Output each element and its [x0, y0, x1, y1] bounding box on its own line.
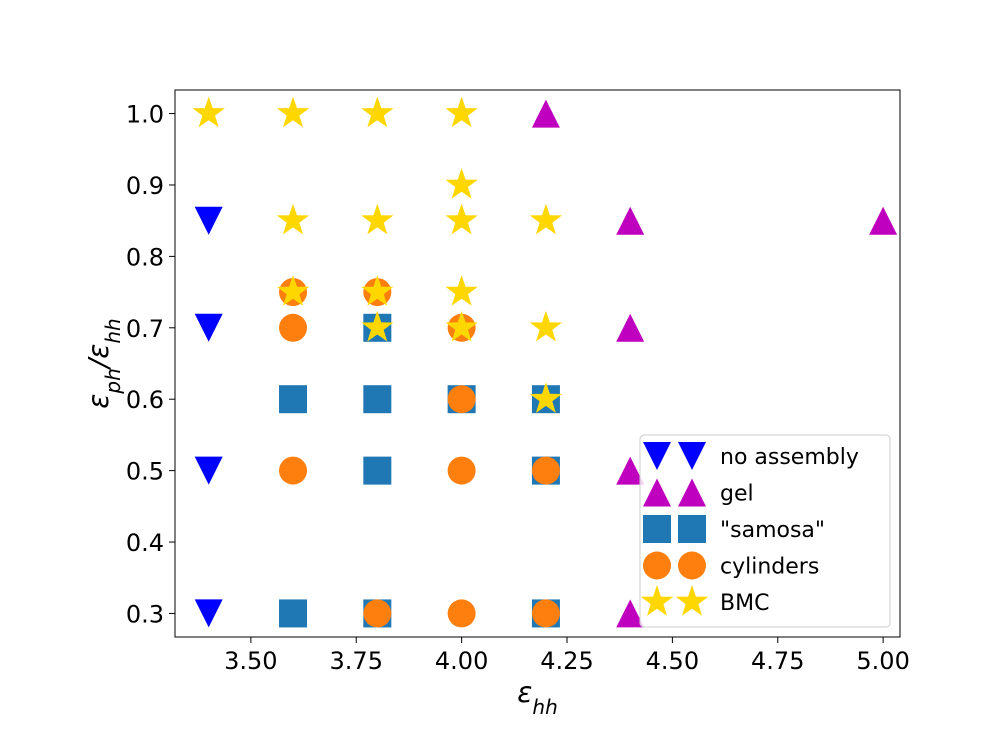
point-series2-5 — [363, 456, 392, 485]
legend: no assembly gel "samosa" cylinders BMC — [639, 434, 891, 628]
point-series1-3 — [616, 313, 645, 342]
y-tick-label: 0.4 — [126, 529, 164, 557]
axis-labels: εhh εph/εhh — [82, 318, 558, 719]
legend-marker-3a — [643, 551, 671, 580]
point-series0-1 — [194, 313, 223, 342]
legend-label: BMC — [720, 591, 769, 616]
x-tick-label: 4.25 — [540, 647, 593, 675]
x-tick-label: 3.50 — [224, 647, 277, 675]
point-series0-3 — [194, 599, 223, 628]
x-tick-label: 3.75 — [330, 647, 383, 675]
point-series4-2 — [361, 96, 394, 128]
plot-marks — [192, 96, 898, 628]
legend-label: cylinders — [720, 555, 819, 580]
point-series1-2 — [869, 206, 898, 235]
legend-marker-0b — [678, 442, 706, 470]
y-tick-label: 0.7 — [126, 315, 164, 343]
point-series4-13 — [445, 310, 478, 342]
point-series2-7 — [279, 599, 308, 628]
point-series3-8 — [363, 599, 392, 628]
x-tick-label: 5.00 — [856, 647, 909, 675]
y-tick-label: 0.3 — [126, 600, 164, 628]
y-tick-label: 0.5 — [126, 458, 164, 486]
point-series4-6 — [361, 203, 394, 235]
point-series4-8 — [529, 203, 563, 235]
legend-marker-2b — [678, 515, 706, 543]
x-axis: 3.50 3.75 4.00 4.25 4.50 4.75 5.00 — [224, 637, 910, 675]
point-series3-2 — [279, 313, 308, 342]
point-series4-11 — [445, 275, 478, 306]
point-series4-15 — [529, 382, 563, 413]
point-series0-2 — [194, 456, 223, 485]
legend-marker-0a — [643, 442, 671, 470]
point-series1-5 — [616, 599, 645, 628]
x-axis-label: εhh — [517, 676, 558, 719]
legend-marker-4a — [640, 585, 674, 616]
legend-label: no assembly — [720, 445, 859, 470]
legend-marker-3b — [678, 551, 706, 580]
point-series3-6 — [447, 456, 476, 485]
x-tick-label: 4.75 — [751, 647, 804, 675]
point-series4-9 — [276, 275, 310, 306]
point-series4-4 — [445, 168, 478, 199]
legend-label: gel — [720, 482, 754, 507]
point-series4-3 — [445, 96, 478, 128]
legend-marker-1b — [678, 478, 706, 507]
point-series4-12 — [361, 310, 394, 342]
point-series2-2 — [363, 385, 392, 414]
legend-label: "samosa" — [720, 518, 825, 543]
point-series4-7 — [445, 203, 478, 235]
point-series2-1 — [279, 385, 308, 414]
y-tick-label: 0.6 — [126, 386, 164, 414]
y-tick-label: 1.0 — [126, 101, 164, 129]
point-series1-0 — [531, 99, 560, 128]
x-tick-label: 4.00 — [435, 647, 488, 675]
point-series4-5 — [276, 203, 310, 235]
point-series1-4 — [616, 456, 645, 485]
plot-frame — [174, 89, 901, 638]
point-series4-10 — [361, 275, 394, 306]
point-series3-4 — [447, 385, 476, 414]
y-axis-label: εph/εhh — [82, 318, 125, 408]
point-series0-0 — [194, 206, 223, 235]
point-series4-0 — [192, 96, 225, 128]
point-series4-14 — [529, 310, 563, 342]
legend-marker-2a — [643, 515, 671, 543]
point-series3-10 — [531, 599, 560, 628]
legend-marker-1a — [643, 478, 671, 507]
point-series3-7 — [531, 456, 560, 485]
y-tick-label: 0.9 — [126, 172, 164, 200]
point-series4-1 — [276, 96, 310, 128]
y-axis: 0.3 0.4 0.5 0.6 0.7 0.8 0.9 1.0 — [126, 101, 175, 628]
point-series3-5 — [279, 456, 308, 485]
legend-marker-4b — [675, 585, 709, 616]
point-series3-9 — [447, 599, 476, 628]
y-tick-label: 0.8 — [126, 243, 164, 271]
point-series1-1 — [616, 206, 645, 235]
x-tick-label: 4.50 — [646, 647, 699, 675]
legend-box — [639, 434, 891, 628]
